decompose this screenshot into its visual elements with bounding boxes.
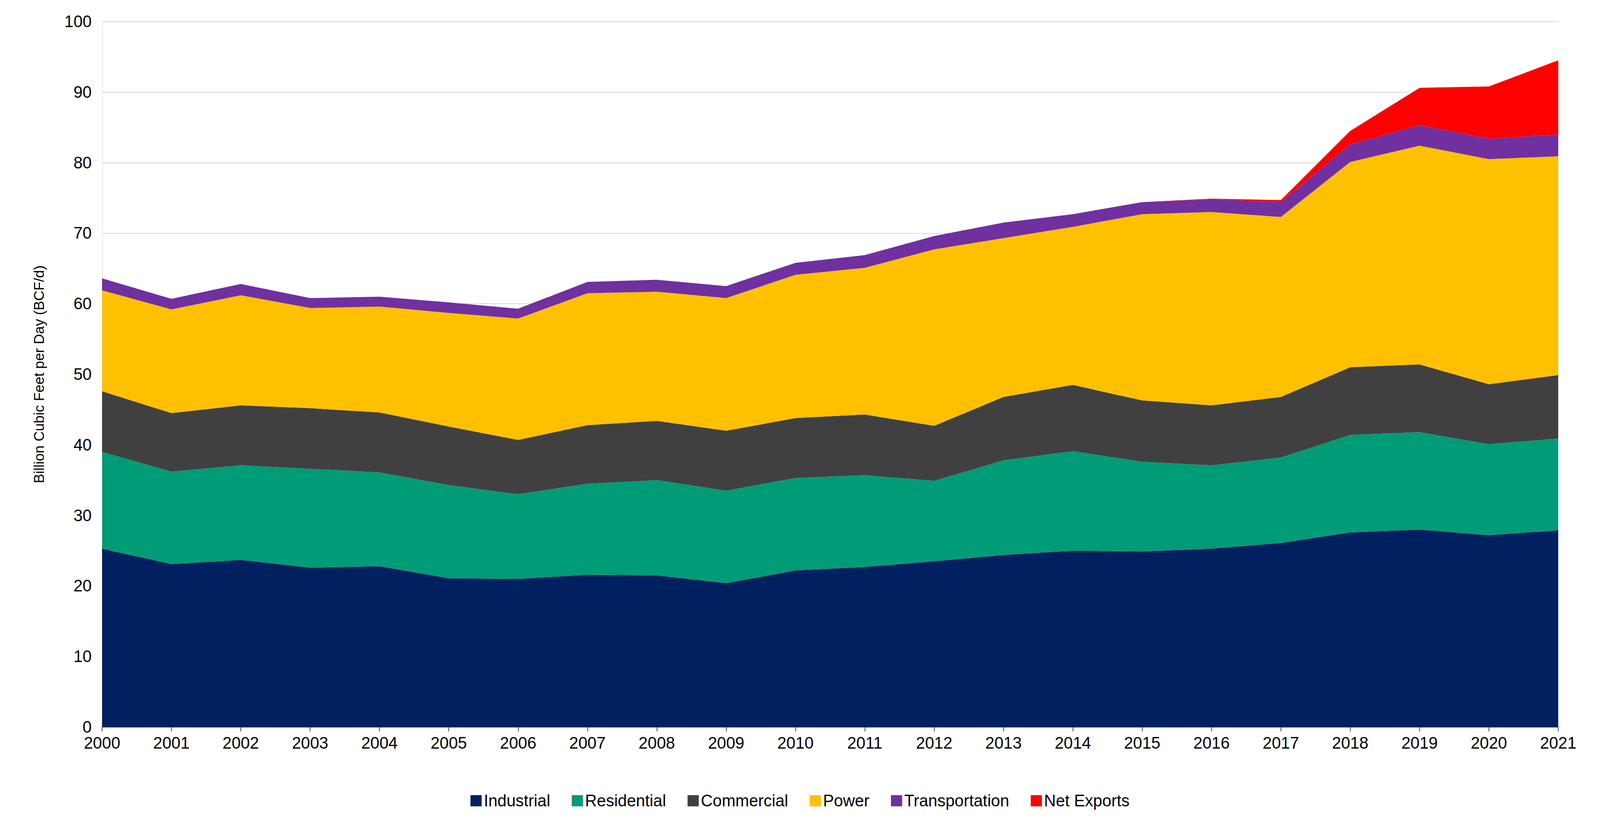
svg-text:2014: 2014 [1054, 733, 1092, 752]
svg-text:Net Exports: Net Exports [1044, 791, 1130, 810]
svg-text:2007: 2007 [569, 733, 606, 752]
svg-text:100: 100 [64, 12, 92, 31]
svg-text:2004: 2004 [361, 733, 398, 752]
svg-text:0: 0 [82, 717, 92, 736]
svg-text:2012: 2012 [915, 733, 953, 752]
svg-text:70: 70 [73, 223, 92, 242]
svg-text:2003: 2003 [291, 733, 329, 752]
svg-text:Commercial: Commercial [700, 791, 789, 810]
svg-text:80: 80 [73, 153, 92, 172]
svg-text:Residential: Residential [585, 791, 667, 810]
svg-text:2009: 2009 [707, 733, 745, 752]
svg-text:2001: 2001 [153, 733, 190, 752]
svg-text:Transportation: Transportation [904, 791, 1010, 810]
svg-text:2005: 2005 [430, 733, 468, 752]
svg-text:2019: 2019 [1401, 733, 1439, 752]
svg-text:10: 10 [73, 647, 92, 666]
svg-text:60: 60 [73, 294, 92, 313]
svg-text:2008: 2008 [638, 733, 676, 752]
svg-text:30: 30 [73, 506, 92, 525]
svg-text:Power: Power [823, 791, 870, 810]
svg-text:2011: 2011 [847, 733, 883, 752]
svg-text:2021: 2021 [1540, 733, 1577, 752]
svg-text:2018: 2018 [1332, 733, 1369, 752]
svg-text:50: 50 [73, 365, 92, 384]
svg-text:2016: 2016 [1193, 733, 1230, 752]
svg-text:90: 90 [73, 83, 92, 102]
svg-text:2020: 2020 [1470, 733, 1508, 752]
svg-text:2010: 2010 [777, 733, 814, 752]
svg-text:2017: 2017 [1262, 733, 1300, 752]
svg-text:20: 20 [73, 576, 92, 595]
svg-text:2000: 2000 [83, 733, 121, 752]
svg-text:Billion Cubic Feet per Day (BC: Billion Cubic Feet per Day (BCF/d) [31, 265, 47, 484]
svg-text:40: 40 [73, 435, 92, 454]
svg-text:Industrial: Industrial [483, 791, 551, 810]
svg-text:2013: 2013 [985, 733, 1022, 752]
svg-text:2002: 2002 [222, 733, 260, 752]
svg-text:2015: 2015 [1123, 733, 1161, 752]
svg-text:2006: 2006 [499, 733, 537, 752]
